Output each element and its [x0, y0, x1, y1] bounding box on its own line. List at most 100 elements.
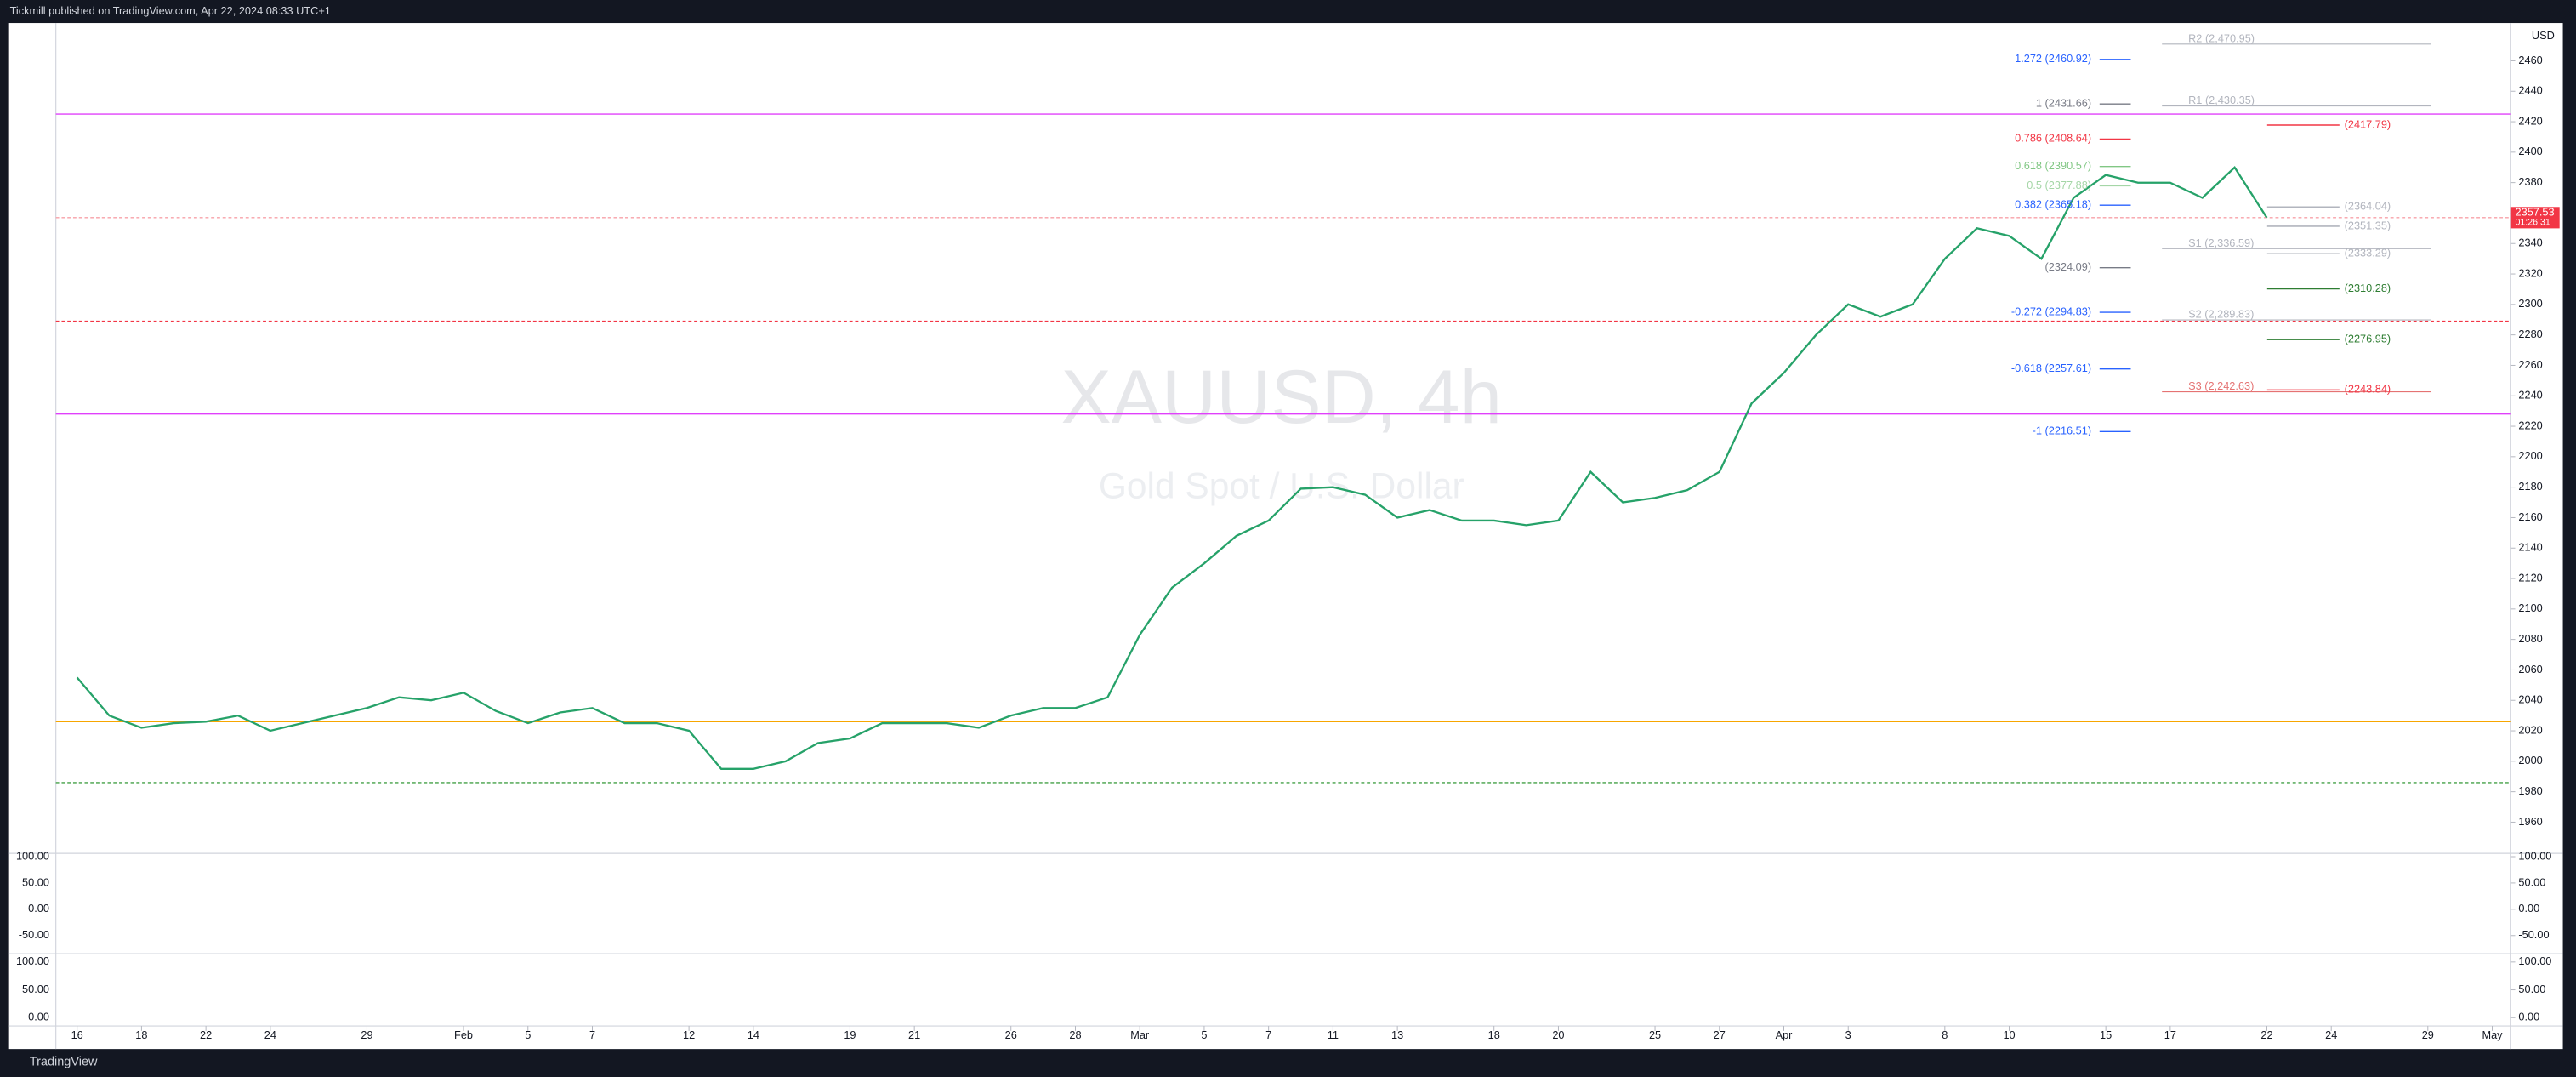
y-tick-label: 2060 — [2518, 663, 2542, 675]
x-tick-label: 15 — [2100, 1029, 2112, 1041]
price-line — [76, 165, 2268, 770]
osc-tick-label-left: 0.00 — [28, 1011, 49, 1023]
osc-tick-label-left: 100.00 — [16, 954, 49, 967]
fib-label: 0.5 (2377.88) — [2027, 179, 2091, 191]
osc-tick-label: 50.00 — [2518, 875, 2545, 888]
x-tick-label: 7 — [589, 1029, 595, 1041]
y-tick-label: 2260 — [2518, 358, 2542, 371]
y-tick-label: 2120 — [2518, 571, 2542, 584]
side-label: (2310.28) — [2345, 282, 2391, 294]
x-tick-label: 26 — [1005, 1029, 1017, 1041]
x-tick-label: 29 — [2422, 1029, 2434, 1041]
watermark-title: XAUUSD, 4h — [1061, 355, 1502, 439]
x-tick-label: 29 — [361, 1029, 372, 1041]
fib-label: -1 (2216.51) — [2033, 425, 2091, 437]
y-tick-label: 1980 — [2518, 784, 2542, 797]
y-tick-label: 2080 — [2518, 632, 2542, 645]
y-tick-label: 2140 — [2518, 541, 2542, 554]
y-tick-label: 1960 — [2518, 815, 2542, 828]
x-tick-label: 3 — [1845, 1029, 1851, 1041]
x-tick-label: Feb — [454, 1029, 473, 1041]
header-text: Tickmill published on TradingView.com, A… — [10, 4, 331, 17]
x-tick-label: Apr — [1776, 1029, 1794, 1041]
footer-brand: TradingView — [30, 1055, 98, 1068]
side-label: (2364.04) — [2345, 200, 2391, 213]
x-tick-label: 5 — [1201, 1029, 1207, 1041]
side-label: (2351.35) — [2345, 219, 2391, 231]
osc-tick-label: 100.00 — [2518, 954, 2551, 967]
y-tick-label: 2280 — [2518, 328, 2542, 340]
x-tick-label: 14 — [748, 1029, 759, 1041]
osc-tick-label-left: 0.00 — [28, 902, 49, 915]
osc-tick-label-left: 50.00 — [22, 983, 49, 995]
y-tick-label: 2320 — [2518, 266, 2542, 279]
x-tick-label: 16 — [71, 1029, 83, 1041]
x-tick-label: 18 — [1488, 1029, 1500, 1041]
x-tick-label: 20 — [1552, 1029, 1564, 1041]
countdown: 01:26:31 — [2516, 217, 2550, 227]
chart-area — [8, 23, 2563, 1050]
x-tick-label: 25 — [1649, 1029, 1661, 1041]
x-tick-label: 5 — [525, 1029, 531, 1041]
x-tick-label: 18 — [135, 1029, 147, 1041]
x-tick-label: 27 — [1714, 1029, 1726, 1041]
watermark-subtitle: Gold Spot / U.S. Dollar — [1099, 466, 1464, 506]
y-tick-label: 2300 — [2518, 297, 2542, 310]
y-tick-label: 2440 — [2518, 84, 2542, 97]
fib-label: 1 (2431.66) — [2036, 97, 2091, 110]
fib-label: -0.618 (2257.61) — [2011, 362, 2091, 374]
x-tick-label: 24 — [2325, 1029, 2337, 1041]
osc-tick-label-left: 100.00 — [16, 849, 49, 862]
osc-tick-label: 50.00 — [2518, 983, 2545, 995]
y-tick-label: 2220 — [2518, 419, 2542, 431]
y-tick-label: 2240 — [2518, 389, 2542, 402]
x-tick-label: 8 — [1942, 1029, 1948, 1041]
x-tick-label: 13 — [1391, 1029, 1403, 1041]
fib-label: 0.786 (2408.64) — [2015, 132, 2091, 145]
osc-tick-label: -50.00 — [2518, 928, 2549, 941]
x-tick-label: 28 — [1069, 1029, 1081, 1041]
osc-tick-label: 0.00 — [2518, 902, 2539, 915]
y-tick-label: 2000 — [2518, 754, 2542, 766]
x-tick-label: May — [2482, 1029, 2503, 1041]
y-tick-label: 2460 — [2518, 54, 2542, 66]
fib-label: 0.618 (2390.57) — [2015, 159, 2091, 172]
x-tick-label: 21 — [908, 1029, 920, 1041]
osc-tick-label-left: -50.00 — [19, 928, 49, 941]
fib-label: (2324.09) — [2045, 260, 2092, 273]
last-price: 2357.53 — [2516, 205, 2555, 218]
fib-label: -0.272 (2294.83) — [2011, 305, 2091, 317]
pivot-label: R2 (2,470.95) — [2188, 31, 2255, 44]
y-tick-label: 2380 — [2518, 175, 2542, 188]
side-label: (2417.79) — [2345, 117, 2391, 130]
x-tick-label: 17 — [2164, 1029, 2176, 1041]
side-label: (2333.29) — [2345, 247, 2391, 259]
x-tick-label: 11 — [1328, 1029, 1339, 1041]
y-tick-label: 2160 — [2518, 510, 2542, 523]
currency-label: USD — [2532, 29, 2555, 42]
pivot-label: R1 (2,430.35) — [2188, 94, 2255, 106]
fib-label: 1.272 (2460.92) — [2015, 52, 2091, 65]
x-tick-label: 10 — [2003, 1029, 2015, 1041]
x-tick-label: 24 — [264, 1029, 276, 1041]
pivot-label: S3 (2,242.63) — [2188, 379, 2254, 392]
y-tick-label: 2020 — [2518, 723, 2542, 736]
x-tick-label: Mar — [1130, 1029, 1150, 1041]
y-tick-label: 2100 — [2518, 601, 2542, 614]
x-tick-label: 19 — [844, 1029, 856, 1041]
y-tick-label: 2040 — [2518, 693, 2542, 706]
last-price-tag — [2510, 207, 2560, 229]
x-tick-label: 22 — [2260, 1029, 2272, 1041]
y-tick-label: 2400 — [2518, 145, 2542, 157]
pivot-label: S2 (2,289.83) — [2188, 308, 2254, 321]
fib-label: 0.382 (2365.18) — [2015, 198, 2091, 211]
osc-tick-label-left: 50.00 — [22, 875, 49, 888]
y-tick-label: 2200 — [2518, 449, 2542, 462]
osc-tick-label: 0.00 — [2518, 1011, 2539, 1023]
side-label: (2243.84) — [2345, 383, 2391, 396]
x-tick-label: 12 — [683, 1029, 695, 1041]
x-tick-label: 7 — [1265, 1029, 1271, 1041]
side-label: (2276.95) — [2345, 332, 2391, 345]
y-tick-label: 2180 — [2518, 480, 2542, 493]
